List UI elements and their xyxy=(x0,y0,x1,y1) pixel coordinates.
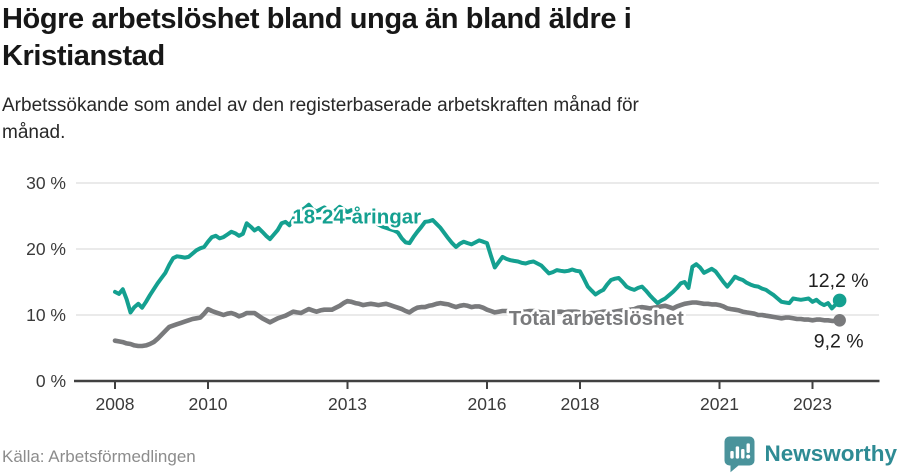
series-end-dot-0 xyxy=(832,293,847,308)
x-tick-label: 2016 xyxy=(468,394,507,414)
series-end-dot-1 xyxy=(833,313,846,327)
chart-subtitle-line2: månad. xyxy=(2,122,66,143)
series-inline-label-1: Total arbetslöshet xyxy=(509,307,684,330)
chart-subtitle: Arbetssökande som andel av den registerb… xyxy=(2,92,882,146)
y-tick-label: 0 % xyxy=(36,371,66,391)
source-credit: Källa: Arbetsförmedlingen xyxy=(2,447,196,466)
series-end-value-label-0: 12,2 % xyxy=(808,270,869,292)
y-tick-label: 10 % xyxy=(26,305,66,325)
y-tick-label: 20 % xyxy=(26,239,66,259)
x-tick-label: 2018 xyxy=(561,394,600,414)
chart-title: Högre arbetslöshet bland unga än bland ä… xyxy=(2,1,882,75)
chart-subtitle-line1: Arbetssökande som andel av den registerb… xyxy=(2,95,639,116)
series-end-value-label-1: 9,2 % xyxy=(814,330,864,352)
x-tick-label: 2023 xyxy=(793,394,832,414)
y-tick-label: 30 % xyxy=(26,173,66,193)
series-line-1 xyxy=(112,298,842,349)
x-tick-label: 2010 xyxy=(189,394,228,414)
series-line-0 xyxy=(113,202,842,315)
chart-title-line2: Kristianstad xyxy=(2,40,165,72)
x-tick-label: 2008 xyxy=(96,394,135,414)
x-tick-label: 2021 xyxy=(700,394,739,414)
series-inline-label-0: 18-24-åringar xyxy=(292,206,421,229)
chart-title-line1: Högre arbetslöshet bland unga än bland ä… xyxy=(2,3,632,35)
newsworthy-logo[interactable]: Newsworthy xyxy=(723,435,897,473)
x-tick-label: 2013 xyxy=(328,394,367,414)
newsworthy-bubble-chart-icon xyxy=(724,436,755,473)
newsworthy-wordmark: Newsworthy xyxy=(764,441,897,466)
